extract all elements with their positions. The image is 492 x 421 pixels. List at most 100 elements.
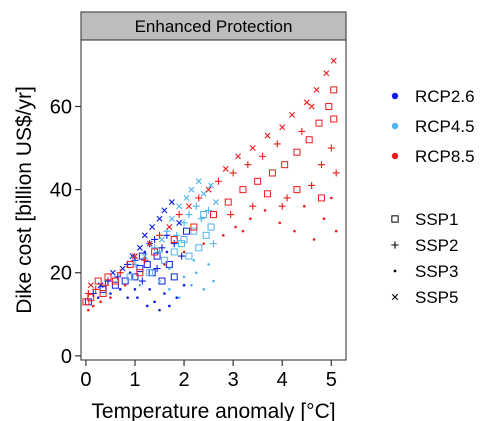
data-point [312,238,316,241]
data-point [99,290,107,298]
data-point [329,196,333,200]
data-point [205,186,212,193]
data-point [190,223,198,231]
data-point [138,283,142,287]
data-point [192,202,200,210]
data-point [183,227,191,235]
data-point [158,279,161,283]
data-point [208,182,215,189]
data-point [283,194,291,202]
data-point [151,244,159,252]
data-point [94,277,102,285]
data-point [281,161,289,169]
data-point [175,211,183,219]
data-point [214,177,222,185]
data-point [176,219,183,226]
data-point [153,252,161,260]
data-point [138,277,146,285]
data-point [166,224,173,231]
data-point [200,190,207,197]
data-point [249,202,257,210]
data-point [178,240,186,248]
data-point [317,161,325,169]
data-point [182,283,186,287]
y-tick-label: 40 [50,180,72,202]
data-point [200,211,208,219]
data-point [153,300,156,304]
data-point [207,223,215,231]
data-point [182,275,186,279]
data-point [170,235,178,243]
data-point [87,308,90,312]
series-rcp4-5 [126,178,219,299]
data-point [133,288,137,291]
data-point [141,253,148,260]
x-tick-label: 2 [178,369,189,391]
data-point [185,252,193,260]
data-point [87,282,94,289]
data-point [116,269,124,277]
legend-label-rcp2-6: RCP2.6 [415,87,475,106]
data-point [313,86,320,93]
data-point [111,281,119,289]
data-point [279,124,286,131]
series-rcp8-5 [82,57,340,312]
legend-label-rcp8-5: RCP8.5 [415,147,475,166]
data-point [182,250,186,254]
legend-dot-rcp4-5 [391,122,399,130]
x-tick-label: 0 [80,369,91,391]
data-point [153,265,161,273]
data-point [249,145,256,152]
y-tick-label: 0 [61,346,72,368]
legend-label-rcp4-5: RCP4.5 [415,117,475,136]
data-points [82,57,340,312]
data-point [298,127,306,135]
data-point [185,203,192,210]
data-point [263,209,267,212]
legend-symbol-ssp2 [391,241,399,249]
data-point [91,304,95,308]
data-point [104,273,112,281]
data-point [202,242,205,245]
data-point [259,152,267,160]
legend-dot-rcp8-5 [391,152,399,160]
data-point [99,285,107,293]
legend-label-ssp3: SSP3 [415,262,458,281]
data-point [302,204,306,208]
data-point [136,265,144,273]
data-point [202,288,205,291]
y-tick-label: 20 [50,263,72,285]
data-point [168,267,171,270]
data-point [254,177,262,185]
data-point [173,231,181,239]
data-point [239,186,247,194]
data-point [97,282,104,289]
data-point [141,232,148,239]
data-point [151,235,159,243]
data-point [124,260,132,268]
x-tick-label: 3 [228,369,239,391]
data-point [222,165,229,172]
data-point [114,273,122,281]
data-point [325,102,333,110]
data-point [293,229,296,233]
data-point [104,277,112,285]
legend-symbol-ssp1 [391,215,399,223]
data-point [308,181,316,189]
data-point [293,148,301,156]
data-point [222,234,225,237]
data-point [268,169,276,177]
data-point [149,224,156,231]
data-point [264,132,271,139]
data-point [235,153,242,160]
data-point [197,215,205,223]
data-point [161,207,168,214]
data-point [87,294,95,302]
data-point [84,290,92,298]
y-axis-label: Dike cost [billion US$/yr] [13,86,36,314]
y-tick-label: 60 [50,96,72,118]
data-point [99,300,102,304]
legend: RCP2.6 RCP4.5 RCP8.5 SSP1 SSP2 SSP3 SSP5 [391,87,475,307]
data-point [176,203,183,210]
data-point [210,240,217,248]
